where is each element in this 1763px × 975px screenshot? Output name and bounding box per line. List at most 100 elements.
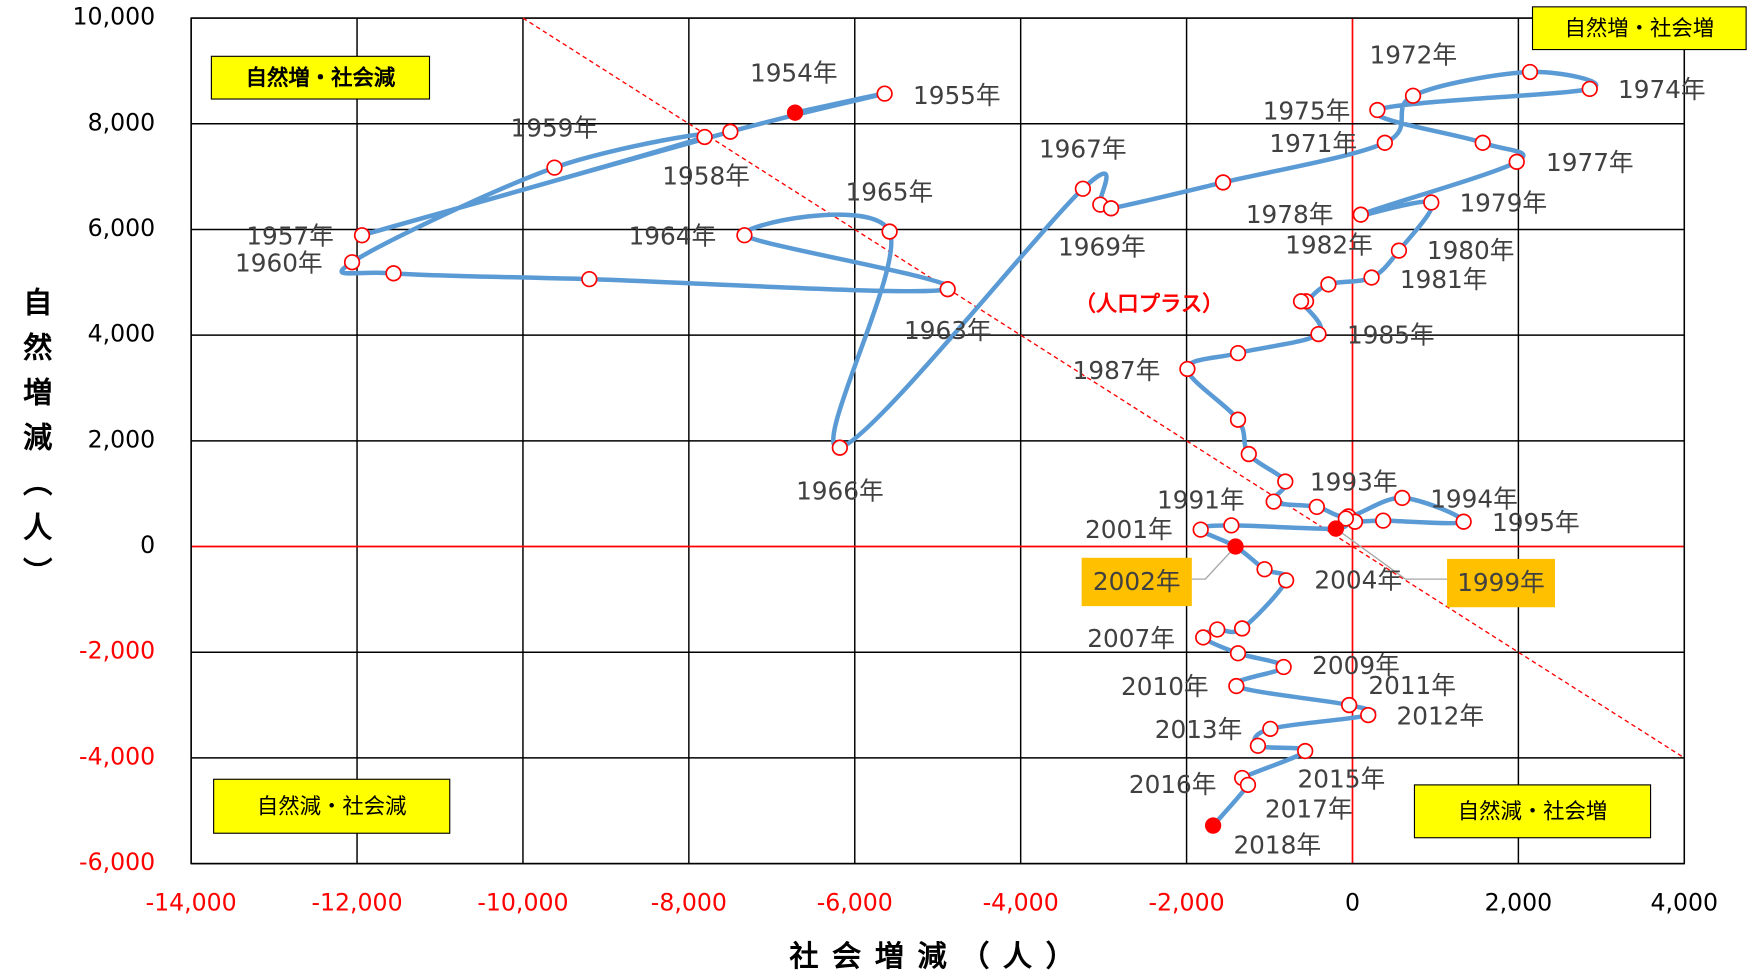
data-label: 1957年 — [246, 221, 334, 250]
data-point — [1234, 620, 1251, 637]
data-point — [696, 128, 713, 146]
data-point — [1240, 445, 1257, 463]
data-point — [881, 223, 898, 240]
data-label: 2001年 — [1085, 515, 1173, 544]
data-point — [1229, 645, 1247, 662]
data-point — [1310, 325, 1327, 343]
data-point — [876, 85, 893, 102]
data-point — [1214, 174, 1232, 191]
data-point — [736, 227, 753, 244]
data-point — [1192, 521, 1209, 538]
data-point — [1277, 572, 1295, 589]
data-label: 1985年 — [1347, 320, 1435, 349]
grid — [190, 17, 1686, 865]
data-label: 1982年 — [1285, 230, 1373, 259]
data-point — [1390, 242, 1408, 259]
x-tick-label: 2,000 — [1485, 889, 1553, 917]
data-point — [1229, 411, 1247, 428]
data-point — [1209, 621, 1226, 638]
data-point — [1227, 538, 1244, 555]
data-point — [343, 254, 361, 271]
y-tick-label: -6,000 — [79, 848, 155, 876]
data-line — [339, 69, 1599, 828]
data-label: 1991年 — [1157, 486, 1245, 515]
data-point — [1581, 80, 1598, 98]
data-label: 1954年 — [750, 58, 838, 87]
x-tick-label: -6,000 — [817, 889, 893, 917]
data-point — [1277, 473, 1294, 490]
data-label: 1972年 — [1370, 40, 1458, 69]
data-label: 1975年 — [1263, 97, 1351, 126]
data-label: 1995年 — [1492, 508, 1580, 537]
y-tick-label: 8,000 — [88, 108, 156, 136]
data-point — [1455, 513, 1472, 530]
data-point — [1423, 194, 1440, 211]
data-label: 1958年 — [662, 162, 750, 191]
data-point — [1229, 344, 1247, 362]
x-tick-label: -2,000 — [1149, 889, 1225, 917]
data-label: 1963年 — [904, 316, 992, 345]
data-label: 2004年 — [1314, 565, 1402, 594]
x-tick-label: -10,000 — [477, 889, 568, 917]
y-tick-label: 0 — [140, 531, 155, 559]
data-label: 1965年 — [846, 177, 934, 206]
data-point — [1275, 658, 1292, 676]
data-label: 1981年 — [1400, 265, 1488, 294]
annotation: 自然増・社会増 — [1565, 16, 1715, 41]
annotation-box — [1531, 6, 1747, 51]
data-label: 1978年 — [1246, 200, 1334, 229]
data-label: 1999年 — [1457, 568, 1545, 597]
data-point — [1337, 510, 1354, 527]
data-label: 1960年 — [235, 248, 323, 277]
x-tick-label: -4,000 — [983, 889, 1059, 917]
data-label: 1974年 — [1618, 75, 1706, 104]
reference-line — [522, 17, 1685, 759]
y-tick-label: -2,000 — [79, 637, 155, 665]
data-point — [1074, 180, 1092, 197]
data-point — [1249, 737, 1267, 754]
data-point — [722, 123, 739, 140]
x-axis-title: 社会増減（人） — [789, 939, 1088, 973]
data-point — [1308, 498, 1325, 516]
x-tick-label: -14,000 — [146, 889, 237, 917]
callout-box — [1081, 557, 1192, 607]
plot-border — [190, 17, 1686, 865]
data-label: 2012年 — [1396, 701, 1484, 730]
callout-box — [1447, 558, 1555, 608]
y-tick-label: -4,000 — [79, 742, 155, 770]
data-point — [1376, 134, 1393, 151]
data-label: 2011年 — [1368, 671, 1456, 700]
data-point — [1204, 817, 1222, 834]
data-point — [1256, 561, 1273, 578]
data-label: 1967年 — [1039, 135, 1127, 164]
data-point — [1320, 276, 1337, 293]
data-label: 1955年 — [913, 81, 1001, 110]
leader-line — [1191, 546, 1237, 580]
data-point — [1508, 153, 1525, 170]
data-label: 1969年 — [1058, 233, 1146, 262]
data-label: 1987年 — [1073, 356, 1161, 385]
data-point — [1363, 269, 1380, 286]
data-point — [1239, 776, 1257, 794]
data-point — [546, 159, 563, 176]
data-label: 2015年 — [1298, 764, 1386, 793]
data-point — [1369, 101, 1386, 119]
annotation: （人口プラス） — [1075, 292, 1224, 317]
data-label: 2002年 — [1093, 567, 1181, 596]
x-tick-label: 4,000 — [1650, 889, 1718, 917]
annotation-box — [213, 778, 451, 834]
data-point — [831, 439, 848, 456]
data-point — [1262, 720, 1279, 737]
data-point — [1375, 512, 1392, 529]
data-point — [1292, 293, 1310, 310]
data-label: 1977年 — [1546, 148, 1634, 177]
data-label: 2016年 — [1129, 770, 1217, 799]
data-point — [1521, 63, 1539, 81]
data-label: 2018年 — [1233, 831, 1321, 860]
data-point — [1223, 517, 1240, 534]
data-point — [1474, 134, 1491, 151]
y-tick-label: 2,000 — [88, 425, 156, 453]
data-point — [1404, 87, 1422, 104]
data-label: 2010年 — [1121, 672, 1209, 701]
